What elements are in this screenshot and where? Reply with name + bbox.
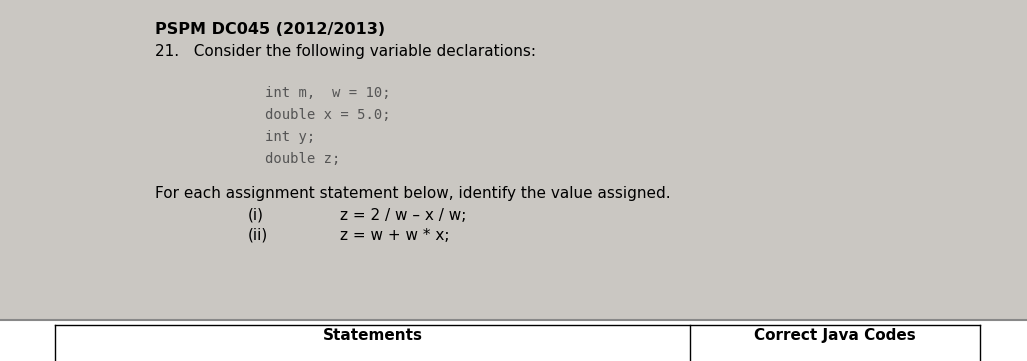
Text: (i): (i) bbox=[248, 208, 264, 223]
Text: Statements: Statements bbox=[322, 328, 422, 343]
Text: PSPM DC045 (2012/2013): PSPM DC045 (2012/2013) bbox=[155, 22, 385, 37]
Text: (ii): (ii) bbox=[248, 228, 268, 243]
Bar bbox=[0, 320, 1027, 361]
Text: int m,  w = 10;: int m, w = 10; bbox=[265, 86, 390, 100]
Text: int y;: int y; bbox=[265, 130, 315, 144]
Text: z = w + w * x;: z = w + w * x; bbox=[340, 228, 450, 243]
Text: For each assignment statement below, identify the value assigned.: For each assignment statement below, ide… bbox=[155, 186, 671, 201]
Text: z = 2 / w – x / w;: z = 2 / w – x / w; bbox=[340, 208, 466, 223]
Text: 21.   Consider the following variable declarations:: 21. Consider the following variable decl… bbox=[155, 44, 536, 59]
Text: double x = 5.0;: double x = 5.0; bbox=[265, 108, 390, 122]
Text: double z;: double z; bbox=[265, 152, 340, 166]
Text: Correct Java Codes: Correct Java Codes bbox=[754, 328, 916, 343]
